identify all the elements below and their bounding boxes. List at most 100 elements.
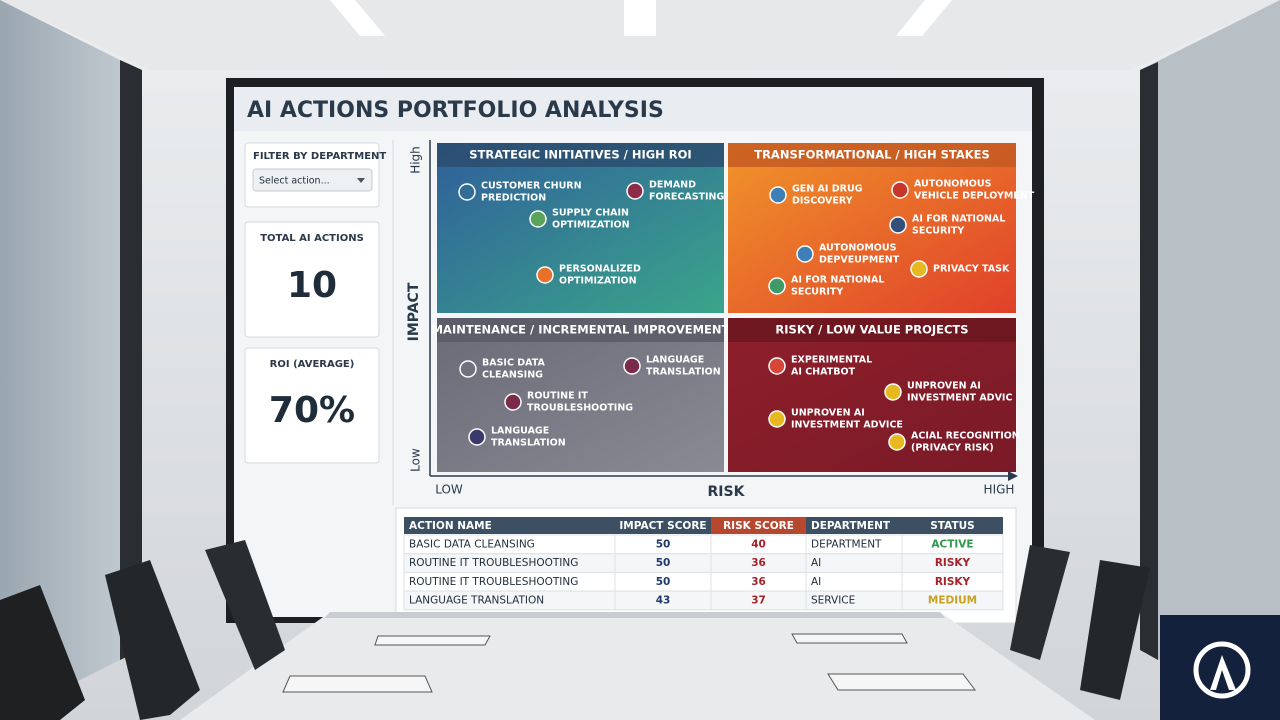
x-low: LOW [435,483,463,497]
quadrant-title-bar [728,143,1016,167]
action-label: EXPERIMENTAL [791,355,872,366]
action-dot [888,433,906,451]
ceiling-light [330,0,385,36]
action-dot [459,360,477,378]
action-label: (PRIVACY RISK) [911,443,994,454]
action-label: PERSONALIZED [559,264,641,275]
action-label: PRIVACY TASK [933,264,1010,275]
filter-select[interactable] [252,168,373,192]
table-cell: ACTIVE [931,539,973,551]
table-header: RISK SCORE [723,520,794,532]
action-label: SECURITY [912,226,964,237]
y-axis-label: IMPACT [406,282,422,341]
table-cell: AI [811,557,821,569]
matrix: STRATEGIC INITIATIVES / HIGH ROI CUSTOMER… [432,143,1035,472]
action-label: LANGUAGE [646,355,704,366]
action-label: TRANSLATION [491,438,566,449]
logo-icon [1210,655,1236,690]
conference-table [180,612,1095,720]
action-dot [796,245,814,263]
action-dot [468,428,486,446]
action-dot [536,266,554,284]
action-label: SUPPLY CHAIN [552,208,629,219]
action-label: AI FOR NATIONAL [791,275,884,286]
table-header: ACTION NAME [409,520,492,532]
action-label: TROUBLESHOOTING [527,403,633,414]
action-dot [623,357,641,375]
chair [105,560,200,720]
table-cell: RISKY [935,576,971,588]
action-dot [768,410,786,428]
table-header: STATUS [930,520,974,532]
table-cell: RISKY [935,557,971,569]
action-dot [768,277,786,295]
action-label: DEPVEUPMENT [819,255,900,266]
logo-icon [1193,641,1251,699]
left-window [0,0,140,720]
dashboard-title: AI ACTIONS PORTFOLIO ANALYSIS [247,98,664,123]
roi-card [244,347,380,464]
table-cell: ROUTINE IT TROUBLESHOOTING [409,576,578,588]
action-label: CLEANSING [482,370,543,381]
notepad [374,635,491,646]
x-axis-label: RISK [708,484,746,500]
table-header: IMPACT SCORE [619,520,706,532]
action-dot [769,186,787,204]
filter-placeholder: Select action... [259,176,330,187]
card-label: TOTAL AI ACTIONS [260,233,364,244]
table-header: DEPARTMENT [811,520,891,532]
chair [1010,545,1070,660]
action-label: GEN AI DRUG [792,184,863,195]
action-label: AI CHATBOT [791,367,856,378]
action-dot [891,181,909,199]
action-label: INVESTMENT ADVICE [791,420,903,431]
action-label: LANGUAGE [491,426,549,437]
quadrant [437,143,724,313]
action-label: DISCOVERY [792,196,853,207]
table-cell: 50 [656,539,671,551]
action-dot [768,357,786,375]
table-edge [325,612,945,618]
notepad [282,675,433,693]
ceiling-light [896,0,952,36]
x-axis-arrow [1008,471,1018,481]
table-cell: ROUTINE IT TROUBLESHOOTING [409,557,578,569]
table-cell: 50 [656,557,671,569]
table-cell: AI [811,576,821,588]
action-dot [626,182,644,200]
quadrant-title: TRANSFORMATIONAL / HIGH STAKES [754,148,990,162]
y-low: Low [409,448,423,472]
table-cell: 37 [751,595,766,607]
action-label: OPTIMIZATION [552,220,630,231]
right-window [1140,0,1280,720]
total-card [244,221,380,338]
action-label: AI FOR NATIONAL [912,214,1005,225]
action-label: ACIAL RECOGNITION [911,431,1020,442]
card-value: 70% [269,390,355,431]
quadrant-title-bar [437,143,724,167]
quadrant [437,318,724,472]
action-label: VEHICLE DEPLOYMENT [914,191,1035,202]
quadrant-title: RISKY / LOW VALUE PROJECTS [775,323,968,337]
action-label: CUSTOMER CHURN [481,181,582,192]
table-cell: DEPARTMENT [811,539,882,551]
notepad [827,673,976,691]
action-label: AUTONOMOUS [914,179,992,190]
action-label: UNPROVEN AI [791,408,865,419]
table-cell: 36 [751,576,766,588]
action-label: BASIC DATA [482,358,545,369]
table-header-cell [902,517,1003,534]
quadrant-title: STRATEGIC INITIATIVES / HIGH ROI [469,148,691,162]
window-frame [1140,62,1158,660]
card-label: ROI (AVERAGE) [270,359,355,370]
action-label: AUTONOMOUS [819,243,897,254]
action-dot [884,383,902,401]
table-cell: 36 [751,557,766,569]
table-cell: MEDIUM [928,595,977,607]
quadrant-title-bar [437,318,724,342]
table-header-cell [404,517,615,534]
quadrant [728,318,1016,472]
table-cell: BASIC DATA CLEANSING [409,539,535,551]
data-table: ACTION NAME IMPACT SCORE RISK SCORE DEPARTM… [403,517,1004,611]
action-dot [458,183,476,201]
